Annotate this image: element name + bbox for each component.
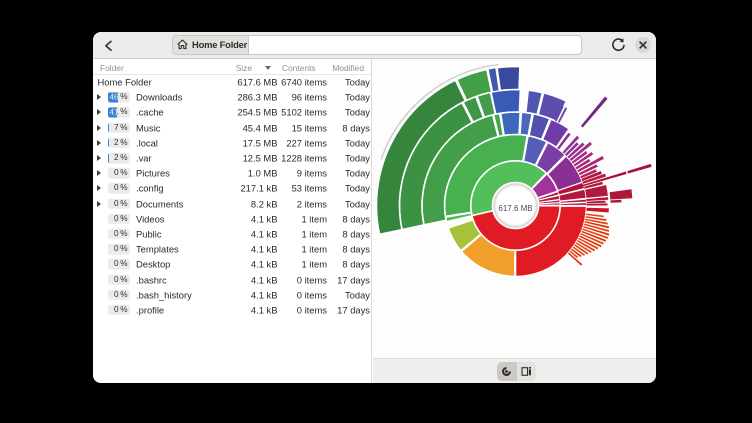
svg-text:617.6 MB: 617.6 MB — [498, 204, 532, 213]
